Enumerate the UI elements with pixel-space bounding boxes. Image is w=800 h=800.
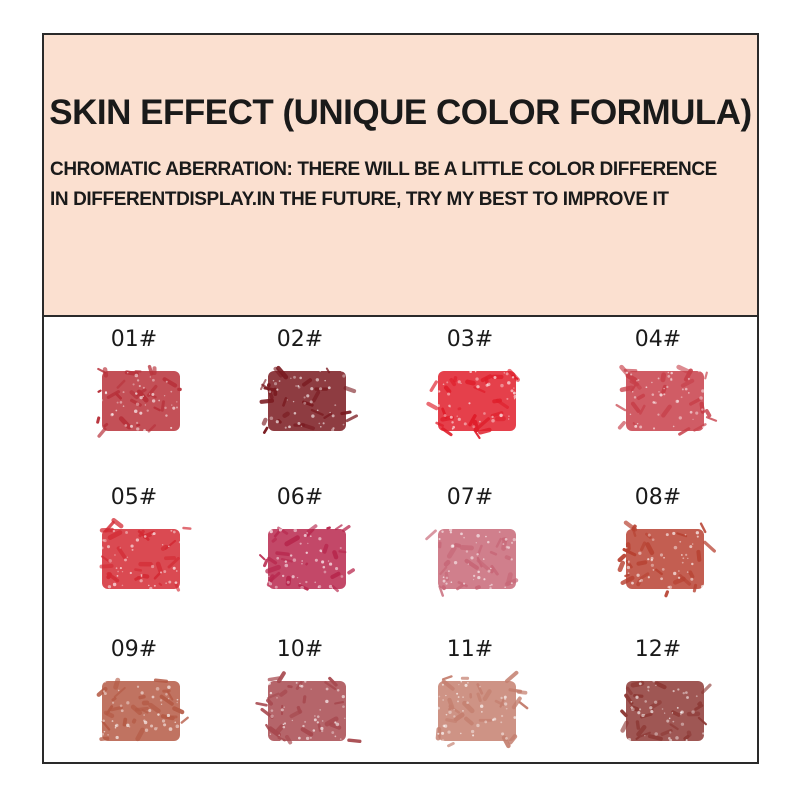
shade-swatch <box>615 364 718 436</box>
shade-swatch <box>259 365 358 434</box>
shade-swatch <box>617 520 716 598</box>
shade-swatch <box>426 368 521 440</box>
product-info-panel: SKIN EFFECT (UNIQUE COLOR FORMULA) CHROM… <box>42 33 759 764</box>
shade-label: 03# <box>446 327 494 352</box>
shade-grid: 01# 02# 03# 04# 05# 06# 07# 08# <box>44 317 757 762</box>
shade-label: 06# <box>276 485 324 510</box>
shade-cell: 04# <box>588 327 728 467</box>
shade-cell: 06# <box>230 485 370 625</box>
shade-label: 01# <box>110 327 158 352</box>
shade-label: 12# <box>634 637 682 662</box>
disclaimer-line-2: IN DIFFERENTDISPLAY.IN THE FUTURE, TRY M… <box>50 189 669 210</box>
shade-swatch <box>99 517 192 592</box>
shade-label: 08# <box>634 485 682 510</box>
shade-swatch <box>96 364 182 438</box>
shade-cell: 08# <box>588 485 728 625</box>
shade-cell: 02# <box>230 327 370 467</box>
shade-label: 09# <box>110 637 158 662</box>
shade-label: 10# <box>276 637 324 662</box>
info-header: SKIN EFFECT (UNIQUE COLOR FORMULA) CHROM… <box>44 35 757 317</box>
shade-swatch <box>620 679 712 742</box>
shade-label: 02# <box>276 327 324 352</box>
shade-swatch <box>255 671 362 745</box>
shade-swatch <box>425 528 519 597</box>
shade-cell: 11# <box>400 637 540 777</box>
shade-label: 04# <box>634 327 682 352</box>
shade-cell: 03# <box>400 327 540 467</box>
shade-swatch <box>96 677 189 742</box>
shade-cell: 01# <box>64 327 204 467</box>
shade-swatch <box>259 524 355 593</box>
shade-cell: 12# <box>588 637 728 777</box>
disclaimer-text: CHROMATIC ABERRATION: THERE WILL BE A LI… <box>50 155 756 215</box>
shade-label: 07# <box>446 485 494 510</box>
shade-swatch <box>435 670 529 749</box>
shade-cell: 07# <box>400 485 540 625</box>
shade-label: 11# <box>446 637 494 662</box>
shade-cell: 05# <box>64 485 204 625</box>
disclaimer-line-1: CHROMATIC ABERRATION: THERE WILL BE A LI… <box>50 159 717 180</box>
shade-label: 05# <box>110 485 158 510</box>
shade-cell: 09# <box>64 637 204 777</box>
shade-cell: 10# <box>230 637 370 777</box>
page-title: SKIN EFFECT (UNIQUE COLOR FORMULA) <box>49 93 752 132</box>
